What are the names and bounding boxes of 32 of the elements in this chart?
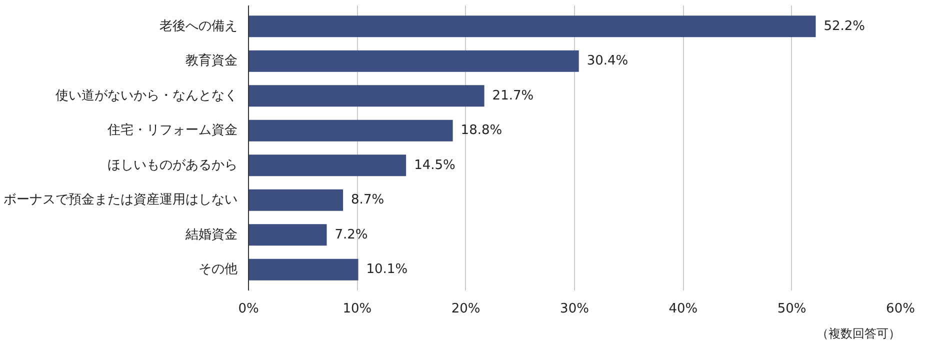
data-label: 18.8% xyxy=(460,123,502,138)
data-label: 8.7% xyxy=(351,192,384,208)
y-tick-label: 教育資金 xyxy=(186,52,238,69)
data-label: 14.5% xyxy=(414,158,456,173)
x-tick-label: 40% xyxy=(668,302,698,316)
x-tick-label: 60% xyxy=(886,302,915,316)
y-tick-label: 使い道がないから・なんとなく xyxy=(56,88,238,104)
data-label: 10.1% xyxy=(366,262,408,278)
text: （複数回答可） xyxy=(816,326,900,340)
data-label: 30.4% xyxy=(586,54,628,69)
bar xyxy=(248,224,327,246)
bar xyxy=(248,85,484,107)
bar xyxy=(248,16,816,38)
bar xyxy=(248,120,453,142)
y-tick-label: 住宅・リフォーム資金 xyxy=(106,122,238,138)
x-tick-label: 30% xyxy=(560,302,589,316)
bar xyxy=(248,50,579,72)
data-label: 7.2% xyxy=(334,227,368,242)
bar xyxy=(248,154,406,176)
data-label: 52.2% xyxy=(824,18,866,34)
y-tick-label: ほしいものがあるから xyxy=(108,158,238,173)
y-tick-label: その他 xyxy=(198,262,238,278)
bar xyxy=(248,258,358,280)
x-tick-label: 20% xyxy=(451,302,480,316)
y-tick-label: 結婚資金 xyxy=(184,227,238,242)
data-label: 21.7% xyxy=(492,88,534,104)
x-tick-label: 0% xyxy=(238,302,259,316)
bar xyxy=(248,189,344,211)
y-tick-label: 老後への備え xyxy=(160,18,238,34)
x-tick-label: 50% xyxy=(777,302,806,316)
x-tick-label: 10% xyxy=(342,302,372,316)
y-tick-label: ボーナスで預金または資産運用はしない xyxy=(4,192,238,208)
